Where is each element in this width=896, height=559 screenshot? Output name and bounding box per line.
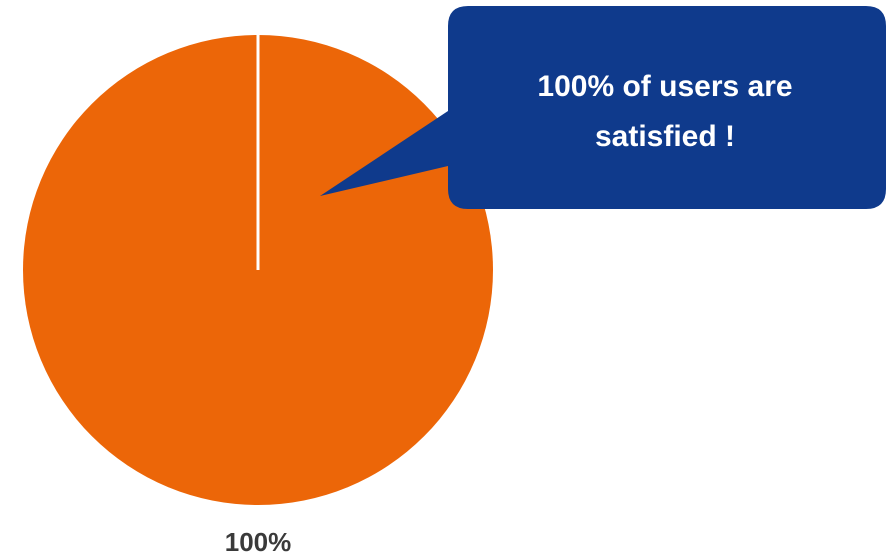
pie-slices <box>23 35 493 505</box>
callout: 100% of users are satisfied ! <box>320 6 886 209</box>
callout-bubble <box>320 6 886 209</box>
callout-text-line-2: satisfied ! <box>595 120 735 153</box>
callout-text-line-1: 100% of users are <box>537 70 792 103</box>
data-label: 100% <box>225 527 292 557</box>
